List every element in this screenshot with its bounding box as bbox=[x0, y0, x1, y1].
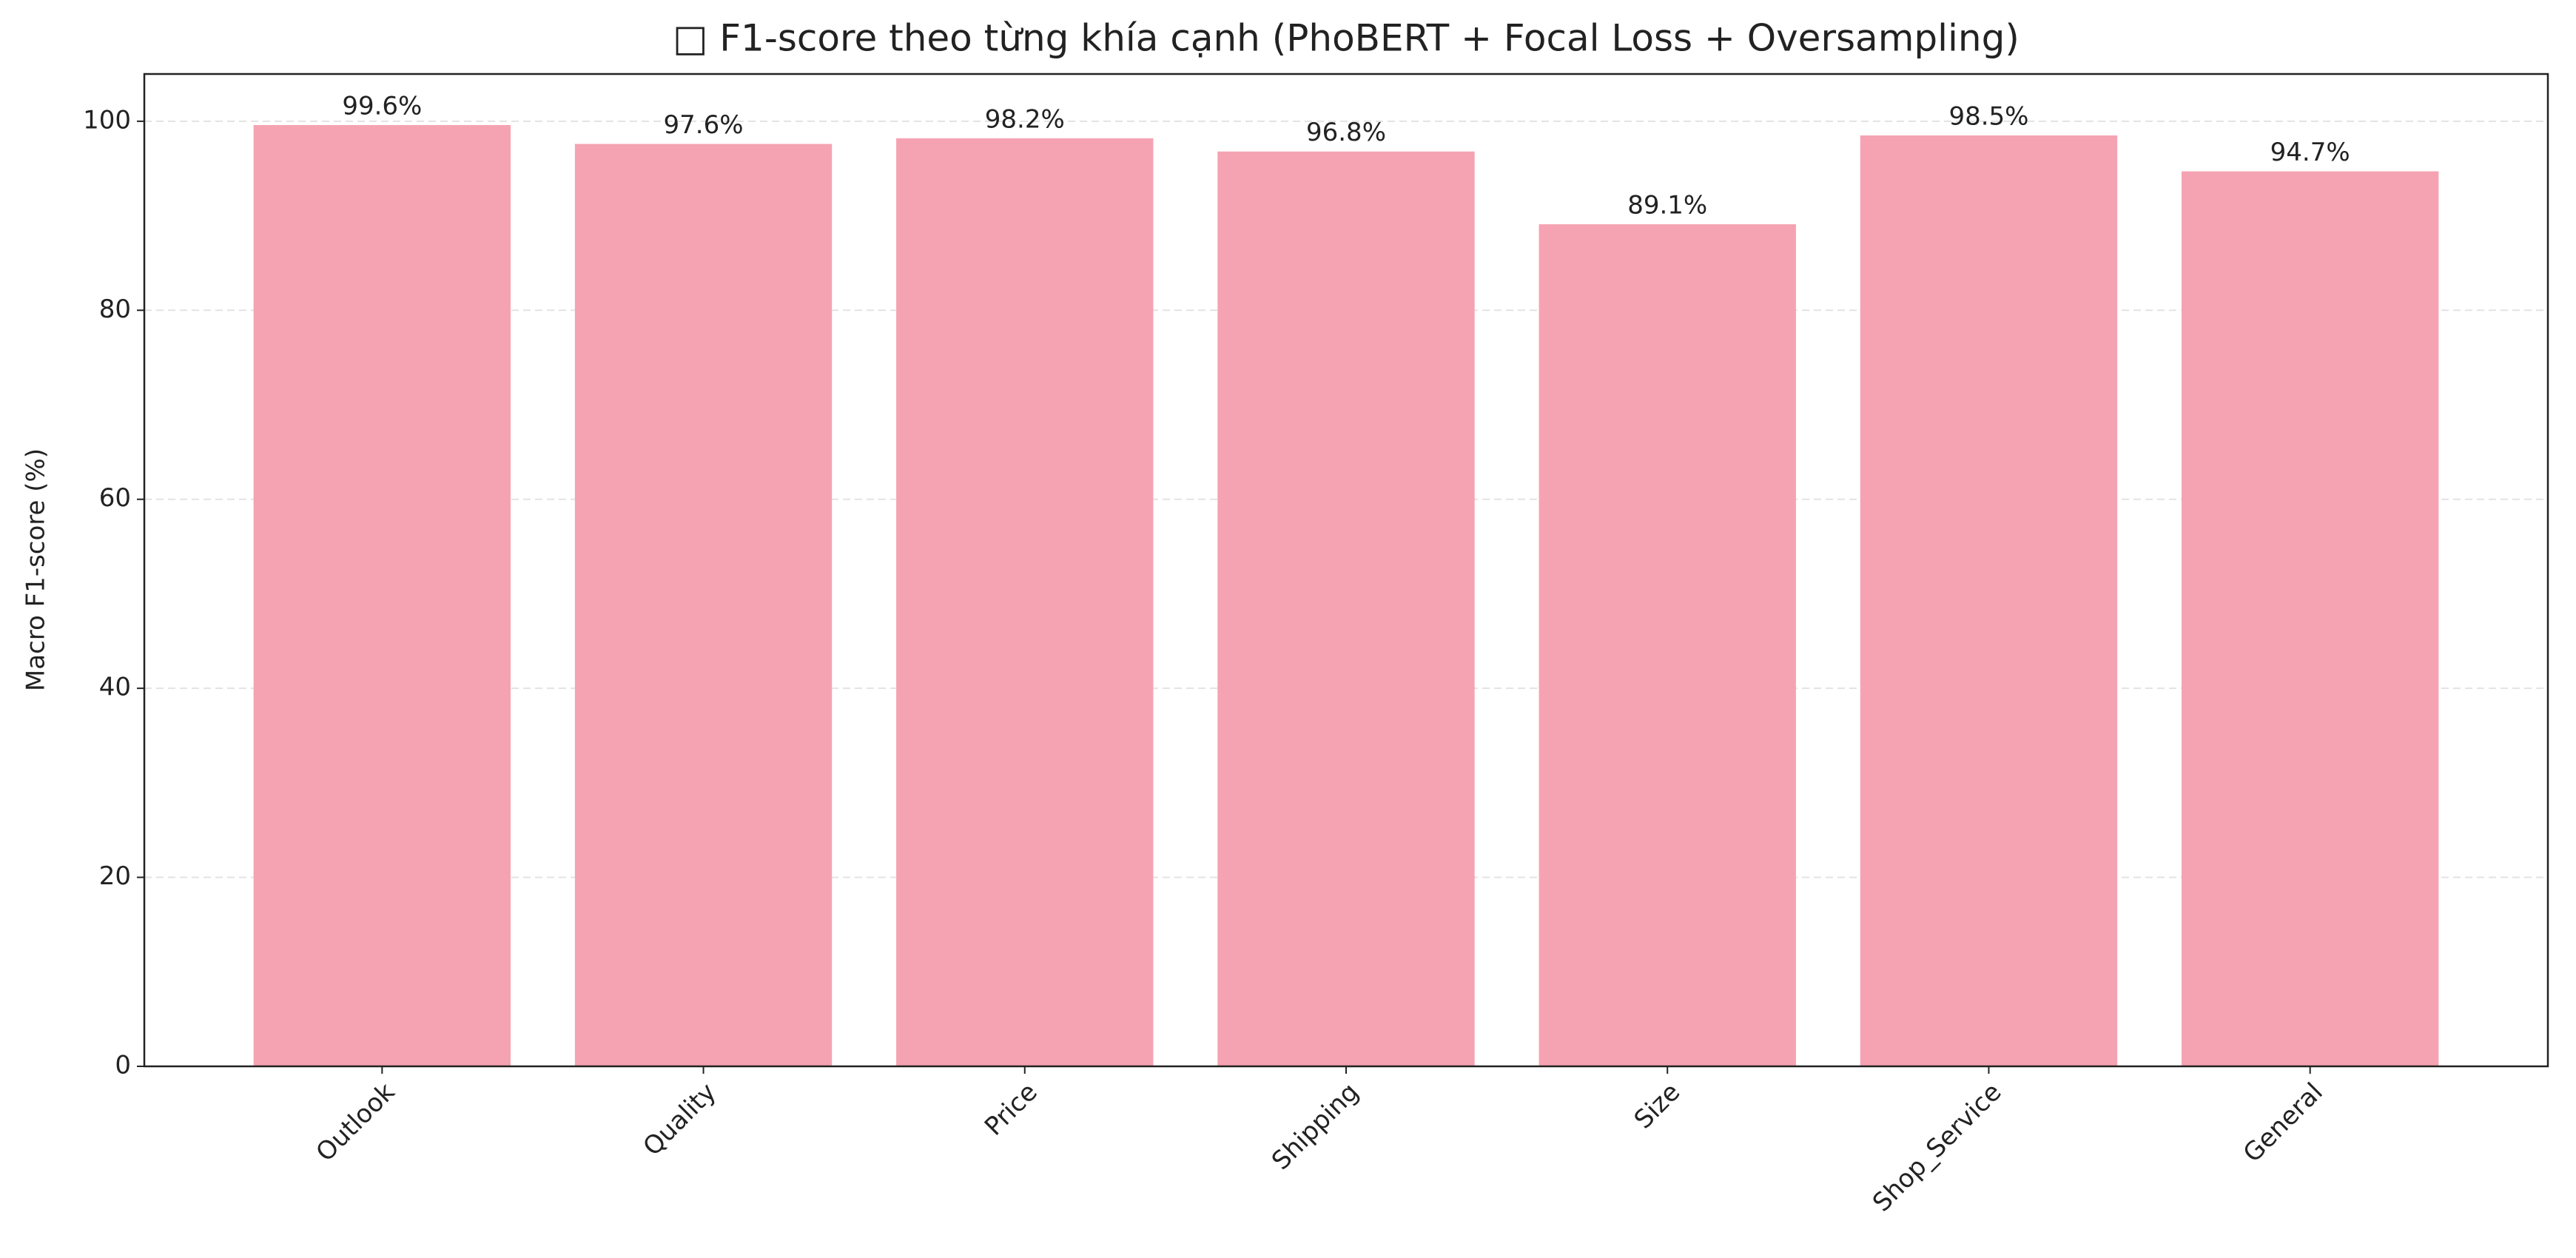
y-tick-label: 20 bbox=[99, 861, 131, 891]
x-tick-label: Shipping bbox=[1266, 1077, 1365, 1176]
x-tick-label: Shop_Service bbox=[1867, 1077, 2008, 1218]
value-label: 94.7% bbox=[2270, 138, 2350, 167]
bar bbox=[1538, 224, 1796, 1067]
bar bbox=[896, 138, 1154, 1067]
y-axis-label: Macro F1-score (%) bbox=[21, 448, 51, 691]
value-label: 98.5% bbox=[1948, 102, 2028, 132]
value-label: 89.1% bbox=[1627, 191, 1707, 221]
y-tick-label: 100 bbox=[83, 105, 131, 135]
y-tick-label: 0 bbox=[115, 1051, 131, 1080]
x-tick-label: Quality bbox=[637, 1077, 722, 1162]
bar bbox=[253, 124, 511, 1067]
bar bbox=[574, 144, 833, 1067]
bar bbox=[1217, 151, 1475, 1066]
x-tick-label: Size bbox=[1629, 1077, 1686, 1135]
bar bbox=[2181, 171, 2439, 1067]
bar bbox=[1860, 135, 2118, 1066]
value-label: 99.6% bbox=[342, 91, 422, 121]
y-tick-label: 40 bbox=[99, 673, 131, 702]
y-tick-label: 60 bbox=[99, 483, 131, 513]
value-label: 97.6% bbox=[664, 110, 744, 140]
chart-title: □ F1-score theo từng khía cạnh (PhoBERT … bbox=[673, 17, 2020, 60]
x-tick-label: Price bbox=[979, 1077, 1043, 1142]
value-label: 98.2% bbox=[985, 104, 1065, 134]
plot-frame bbox=[143, 73, 2549, 1068]
x-tick-label: General bbox=[2238, 1077, 2329, 1168]
x-tick-label: Outlook bbox=[311, 1077, 401, 1168]
y-tick-label: 80 bbox=[99, 295, 131, 324]
value-label: 96.8% bbox=[1306, 118, 1386, 147]
